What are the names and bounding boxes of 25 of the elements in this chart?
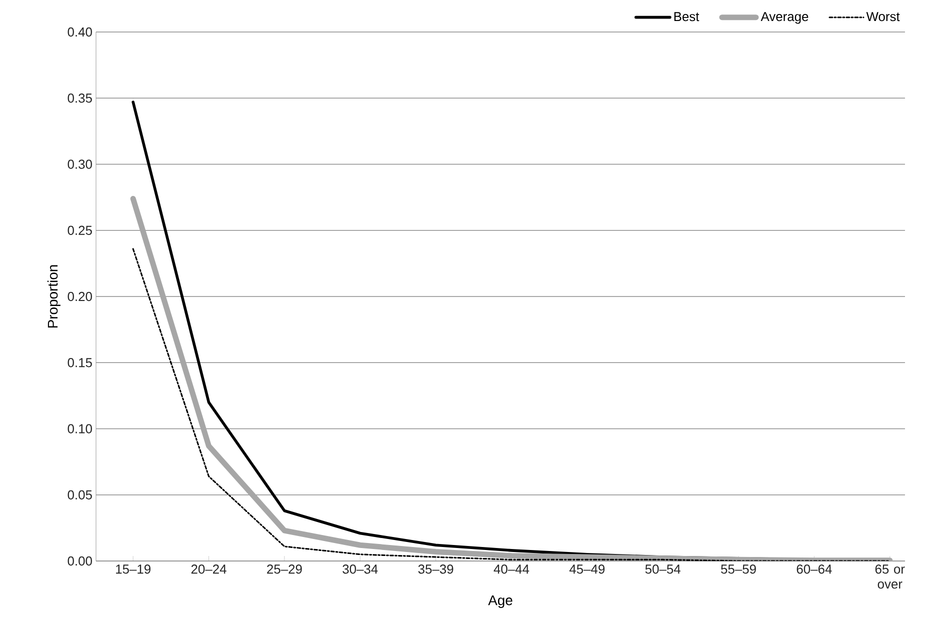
x-tick-label: 55–59 <box>721 564 756 574</box>
x-tick-label: 40–44 <box>494 564 530 574</box>
x-tick-label: 25–29 <box>267 564 302 574</box>
y-tick-label: 0.30 <box>68 160 92 169</box>
x-tick-label: 35–39 <box>418 564 454 574</box>
y-tick-label: 0.00 <box>68 556 92 566</box>
x-tick-label: 60–64 <box>796 564 832 574</box>
legend-label: Average <box>760 12 808 24</box>
y-tick-label: 0.25 <box>68 226 92 235</box>
y-tick-label: 0.20 <box>68 292 92 302</box>
y-tick-label: 0.15 <box>68 358 92 368</box>
y-tick-label: 0.35 <box>68 94 92 103</box>
x-axis-title: Age <box>488 595 512 608</box>
x-tick-label: 65 or over <box>875 564 905 589</box>
y-axis-title: Proportion <box>47 265 60 328</box>
y-tick-label: 0.10 <box>68 424 92 434</box>
x-tick-label: 15–19 <box>116 564 150 574</box>
y-tick-label: 0.05 <box>68 490 92 500</box>
y-tick-label: 0.40 <box>68 27 92 37</box>
legend-label: Worst <box>866 12 900 22</box>
x-tick-label: 30–34 <box>342 564 378 574</box>
x-tick-label: 45–49 <box>569 564 605 574</box>
legend-label: Best <box>674 12 700 22</box>
x-tick-label: 20–24 <box>191 564 226 574</box>
x-tick-label: 50–54 <box>645 564 680 574</box>
